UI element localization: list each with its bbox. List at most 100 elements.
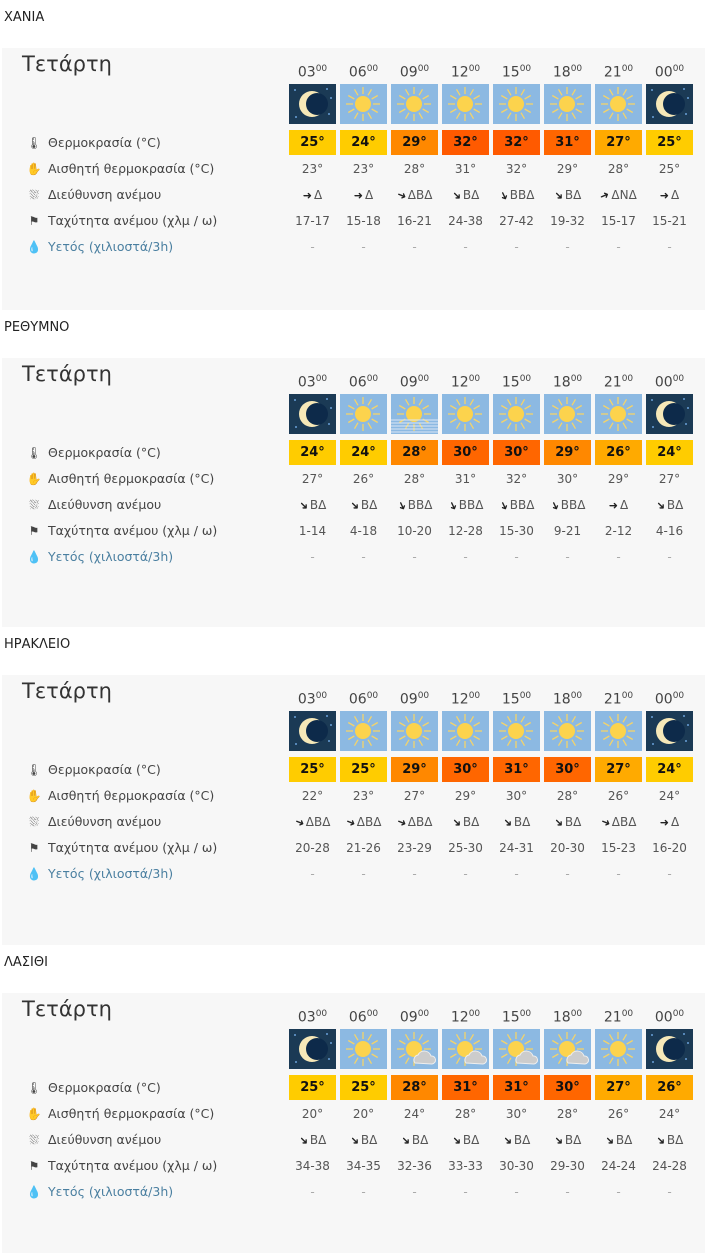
forecast-column: 0900 29° 28° ➜ΔΒΔ 16-21 - [389, 58, 440, 260]
sun-icon [340, 394, 387, 434]
wind-speed: 15-17 [601, 214, 636, 228]
wind-direction-icon: ⛆ [29, 815, 39, 829]
time-label: 1200 [450, 64, 481, 81]
precipitation: - [616, 867, 621, 881]
time-label: 1200 [450, 374, 481, 391]
wind-speed: 15-21 [652, 214, 687, 228]
wind-speed: 10-20 [397, 524, 432, 538]
wind-direction: ➜ΒΔ [449, 182, 480, 208]
row-label-temp: 🌡 Θερμοκρασία (°C) [24, 1075, 217, 1101]
feels-like: 32° [505, 472, 528, 486]
wind-arrow-icon: ➜ [393, 498, 410, 513]
sun-icon [442, 394, 489, 434]
wind-speed: 1-14 [298, 524, 327, 538]
temperature: 30° [442, 440, 489, 465]
raindrop-icon: 💧 [26, 240, 42, 254]
row-label-text: Υετός (χιλιοστά/3h) [48, 866, 174, 881]
wind-speed: 2-12 [604, 524, 633, 538]
wind-speed: 29-30 [550, 1159, 585, 1173]
precipitation: - [565, 550, 570, 564]
sun-icon [442, 711, 489, 751]
wind-direction: ➜ΔΝΔ [598, 182, 637, 208]
wind-direction: ➜ΔΒΔ [344, 809, 382, 835]
precipitation: - [310, 240, 315, 254]
row-label-text: Ταχύτητα ανέμου (χλμ / ω) [48, 1158, 218, 1173]
time-label: 2100 [603, 64, 634, 81]
sun-icon [340, 84, 387, 124]
precipitation: - [514, 550, 519, 564]
time-label: 1500 [501, 64, 532, 81]
feels-like: 28° [607, 162, 630, 176]
temperature: 29° [544, 440, 591, 465]
temperature: 29° [391, 130, 438, 155]
precipitation: - [310, 867, 315, 881]
time-label: 0000 [654, 691, 685, 708]
precipitation: - [463, 1185, 468, 1199]
precipitation: - [361, 240, 366, 254]
time-label: 0900 [399, 1009, 430, 1026]
precipitation: - [565, 867, 570, 881]
sun-icon [442, 84, 489, 124]
wind-arrow-icon: ➜ [444, 498, 461, 513]
row-label-speed: ⚑ Ταχύτητα ανέμου (χλμ / ω) [24, 835, 218, 861]
time-label: 1500 [501, 374, 532, 391]
temperature: 24° [340, 130, 387, 155]
temperature: 25° [340, 1075, 387, 1100]
precipitation: - [667, 550, 672, 564]
time-label: 0600 [348, 374, 379, 391]
wind-direction: ➜ΒΔ [398, 1127, 429, 1153]
precipitation: - [616, 240, 621, 254]
wind-speed: 24-38 [448, 214, 483, 228]
row-label-rain: 💧 Υετός (χιλιοστά/3h) [24, 861, 217, 887]
wind-direction: ➜ΔΒΔ [395, 182, 433, 208]
forecast-column: 0000 24° 24° ➜ Δ 16-20 - [644, 685, 695, 887]
forecast-column: 1500 32° 32° ➜ΒΒΔ 27-42 - [491, 58, 542, 260]
row-label-speed: ⚑ Ταχύτητα ανέμου (χλμ / ω) [24, 518, 218, 544]
precipitation: - [361, 1185, 366, 1199]
wind-speed: 32-36 [397, 1159, 432, 1173]
feels-like: 29° [454, 789, 477, 803]
temperature: 25° [340, 757, 387, 782]
feels-like: 20° [301, 1107, 324, 1121]
temperature: 31° [493, 1075, 540, 1100]
row-label-rain: 💧 Υετός (χιλιοστά/3h) [24, 544, 217, 570]
wind-direction: ➜ΒΔ [500, 809, 531, 835]
feels-like: 22° [301, 789, 324, 803]
day-label: Τετάρτη [22, 997, 112, 1021]
feels-like: 24° [403, 1107, 426, 1121]
feels-like: 29° [556, 162, 579, 176]
row-label-text: Υετός (χιλιοστά/3h) [48, 1184, 174, 1199]
row-label-feels: ✋ Αισθητή θερμοκρασία (°C) [24, 156, 217, 182]
time-label: 1800 [552, 691, 583, 708]
temperature: 27° [595, 1075, 642, 1100]
precipitation: - [667, 1185, 672, 1199]
time-label: 1200 [450, 691, 481, 708]
wind-speed: 9-21 [553, 524, 582, 538]
row-label-temp: 🌡 Θερμοκρασία (°C) [24, 130, 217, 156]
wind-speed: 15-18 [346, 214, 381, 228]
forecast-column: 1200 32° 31° ➜ΒΔ 24-38 - [440, 58, 491, 260]
wind-speed: 17-17 [295, 214, 330, 228]
sun-icon [595, 394, 642, 434]
sun-haze-icon [391, 394, 438, 434]
feels-like: 26° [607, 1107, 630, 1121]
wind-speed: 27-42 [499, 214, 534, 228]
precipitation: - [412, 1185, 417, 1199]
forecast-column: 2100 26° 29° ➜ Δ 2-12 - [593, 368, 644, 570]
feels-like: 27° [301, 472, 324, 486]
feels-like: 24° [658, 1107, 681, 1121]
moon-icon [289, 711, 336, 751]
row-label-speed: ⚑ Ταχύτητα ανέμου (χλμ / ω) [24, 208, 218, 234]
wind-direction: ➜ Δ [303, 182, 322, 208]
wind-direction: ➜ΒΔ [449, 809, 480, 835]
forecast-panel: Τετάρτη 🌡 Θερμοκρασία (°C) ✋ Αισθητή θερμοκρ… [2, 48, 705, 310]
precipitation: - [463, 867, 468, 881]
moon-icon [646, 1029, 693, 1069]
feels-like: 26° [607, 789, 630, 803]
precipitation: - [310, 550, 315, 564]
precipitation: - [412, 240, 417, 254]
temperature: 25° [289, 757, 336, 782]
forecast-column: 0600 25° 20° ➜ΒΔ 34-35 - [338, 1003, 389, 1205]
wind-direction: ➜ΒΔ [551, 809, 582, 835]
temperature: 28° [391, 1075, 438, 1100]
